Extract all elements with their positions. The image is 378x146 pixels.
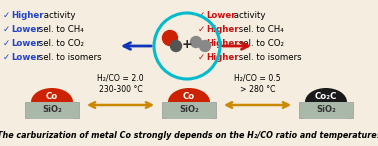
Bar xyxy=(30,102,74,119)
Text: ✓: ✓ xyxy=(198,11,208,20)
Text: H₂/CO = 0.5
> 280 °C: H₂/CO = 0.5 > 280 °C xyxy=(234,74,281,94)
Circle shape xyxy=(191,36,201,47)
Text: sel. to CO₂: sel. to CO₂ xyxy=(36,39,84,47)
Circle shape xyxy=(163,31,178,46)
Text: SiO₂: SiO₂ xyxy=(179,106,199,114)
Text: ✓: ✓ xyxy=(198,39,208,47)
Circle shape xyxy=(200,40,211,52)
Text: Higher: Higher xyxy=(206,25,239,33)
Text: sel. to CH₄: sel. to CH₄ xyxy=(36,25,84,33)
Text: ✓: ✓ xyxy=(198,25,208,33)
Ellipse shape xyxy=(305,88,347,116)
Text: Higher: Higher xyxy=(206,39,239,47)
Text: +: + xyxy=(182,39,192,52)
Text: The carburization of metal Co strongly depends on the H₂/CO ratio and temperatur: The carburization of metal Co strongly d… xyxy=(0,131,378,139)
Text: SiO₂: SiO₂ xyxy=(42,106,62,114)
FancyBboxPatch shape xyxy=(299,102,353,118)
FancyBboxPatch shape xyxy=(162,102,216,118)
Text: SiO₂: SiO₂ xyxy=(316,106,336,114)
Text: ✓: ✓ xyxy=(198,53,208,61)
Bar xyxy=(167,102,211,119)
Text: SiO₂: SiO₂ xyxy=(316,106,336,114)
Circle shape xyxy=(170,40,181,52)
Text: SiO₂: SiO₂ xyxy=(42,106,62,114)
Bar xyxy=(304,102,348,119)
Text: Co: Co xyxy=(183,92,195,101)
Text: activity: activity xyxy=(231,11,266,20)
Text: Co₂C: Co₂C xyxy=(315,92,337,101)
Text: sel. to isomers: sel. to isomers xyxy=(237,53,302,61)
Text: Lower: Lower xyxy=(206,11,236,20)
Text: Lower: Lower xyxy=(11,39,41,47)
FancyBboxPatch shape xyxy=(25,102,79,118)
Text: SiO₂: SiO₂ xyxy=(179,106,199,114)
Text: ✓: ✓ xyxy=(3,25,13,33)
Text: activity: activity xyxy=(42,11,76,20)
Text: Lower: Lower xyxy=(11,53,41,61)
Ellipse shape xyxy=(168,88,210,116)
Text: ✓: ✓ xyxy=(3,11,13,20)
Text: ✓: ✓ xyxy=(3,53,13,61)
Text: H₂/CO = 2.0
230-300 °C: H₂/CO = 2.0 230-300 °C xyxy=(97,74,144,94)
Text: Higher: Higher xyxy=(206,53,239,61)
Text: Higher: Higher xyxy=(11,11,44,20)
Text: ✓: ✓ xyxy=(3,39,13,47)
Text: sel. to CH₄: sel. to CH₄ xyxy=(237,25,284,33)
Text: sel. to isomers: sel. to isomers xyxy=(36,53,102,61)
Ellipse shape xyxy=(31,88,73,116)
Text: Co: Co xyxy=(46,92,58,101)
Text: Lower: Lower xyxy=(11,25,41,33)
Text: sel. to CO₂: sel. to CO₂ xyxy=(237,39,285,47)
